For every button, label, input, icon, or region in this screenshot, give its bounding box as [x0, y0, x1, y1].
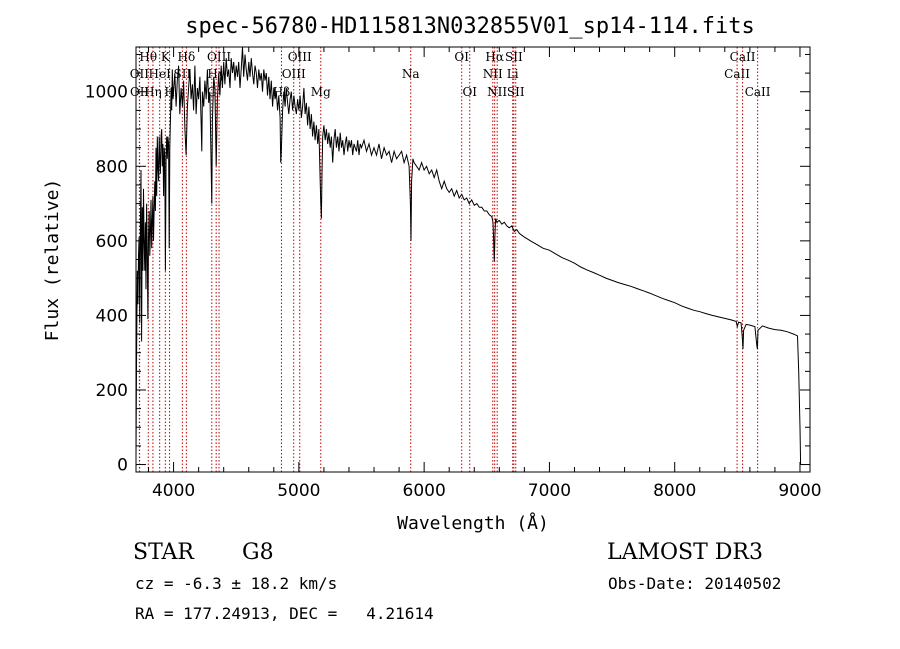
coordinates-readout: RA = 177.24913, DEC = 4.21614 [135, 604, 434, 623]
y-tick-label: 200 [96, 381, 128, 401]
line-label: Na [402, 67, 420, 81]
x-tick-label: 4000 [152, 481, 195, 501]
survey-label: LAMOST DR3 [607, 540, 763, 565]
x-tick-label: 9000 [778, 481, 821, 501]
chart-title: spec-56780-HD115813N032855V01_sp14-114.f… [185, 14, 755, 39]
spectrum-line [135, 46, 802, 465]
line-label: OIII [207, 50, 231, 64]
x-tick-label: 8000 [653, 481, 696, 501]
spectral-subclass: G8 [242, 540, 274, 565]
line-label: SII [507, 85, 525, 99]
emission-line-markers [138, 47, 759, 472]
y-tick-label: 400 [96, 306, 128, 326]
line-label: SII [505, 50, 523, 64]
line-label: HeI [149, 67, 172, 81]
line-label: CaII [745, 85, 771, 99]
x-tick-label: 7000 [528, 481, 571, 501]
x-tick-label: 6000 [403, 481, 446, 501]
object-class: STAR [133, 540, 194, 565]
line-label: OIII [282, 67, 306, 81]
line-label: K [161, 50, 171, 64]
line-label: NII [487, 85, 507, 99]
y-tick-label: 0 [117, 456, 128, 476]
line-label: H [164, 85, 174, 99]
line-label: OI [454, 50, 469, 64]
redshift-readout: cz = -6.3 ± 18.2 km/s [135, 574, 338, 593]
y-tick-label: 1000 [85, 83, 128, 103]
observation-date: Obs-Date: 20140502 [608, 574, 782, 593]
line-label: NII [483, 67, 503, 81]
line-label: CaII [730, 50, 756, 64]
line-label: CaII [724, 67, 750, 81]
line-label: Hη [144, 85, 162, 99]
line-label: Hδ [178, 50, 196, 64]
line-label: G [207, 85, 217, 99]
plot-frame [135, 46, 811, 473]
axis-ticks: 4000 5000 6000 7000 8000 9000 0 200 400 600 800 100… [85, 47, 822, 501]
line-label: OII [130, 67, 150, 81]
line-label: OIII [288, 50, 312, 64]
line-label: Mg [311, 85, 331, 99]
spectrum-series [135, 46, 802, 465]
y-axis-label: Flux (relative) [42, 179, 63, 342]
y-tick-label: 600 [96, 232, 128, 252]
x-tick-label: 5000 [277, 481, 320, 501]
y-tick-label: 800 [96, 157, 128, 177]
line-label: OI [462, 85, 477, 99]
line-label: Hθ [139, 50, 157, 64]
line-label: Hα [485, 50, 504, 64]
x-axis-label: Wavelength (Å) [397, 512, 549, 534]
line-label: Li [507, 67, 519, 81]
